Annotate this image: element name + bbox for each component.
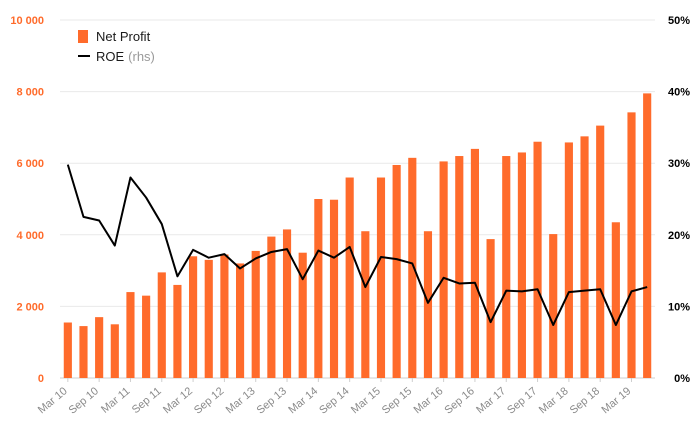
x-tick-label: Mar 18 (537, 385, 571, 416)
x-tick-label: Sep 16 (442, 385, 476, 417)
x-tick-label: Mar 15 (349, 385, 383, 416)
net-profit-bar (564, 142, 573, 378)
x-tick-label: Sep 13 (255, 385, 289, 417)
y-left-tick-label: 2 000 (16, 301, 44, 313)
x-tick-label: Mar 11 (99, 385, 132, 416)
legend-item-roe: ROE (rhs) (78, 46, 155, 66)
y-left-tick-label: 10 000 (10, 15, 44, 27)
x-tick-label: Mar 12 (161, 385, 195, 416)
net-profit-bar (126, 292, 135, 378)
net-profit-bar (596, 125, 605, 378)
net-profit-bar (314, 199, 323, 378)
net-profit-bars (63, 93, 652, 379)
legend-swatch-net-profit (78, 29, 88, 43)
net-profit-bar (157, 272, 166, 378)
x-tick-label: Mar 19 (599, 385, 633, 416)
net-profit-bar (142, 295, 151, 378)
y-axis-left: 0 2 000 4 000 6 000 8 000 10 000 (10, 15, 44, 385)
net-profit-bar (502, 156, 511, 378)
legend-item-net-profit: Net Profit (78, 26, 155, 46)
legend: Net Profit ROE (rhs) (78, 26, 155, 66)
net-profit-bar (423, 231, 433, 378)
net-profit-bar (627, 112, 636, 379)
legend-unit-roe: (rhs) (128, 48, 155, 64)
net-profit-bar (549, 234, 558, 378)
net-profit-bar (282, 229, 292, 378)
net-profit-bar (79, 326, 88, 378)
y-right-tick-label: 30% (668, 158, 690, 170)
legend-swatch-roe (78, 55, 90, 57)
x-tick-label: Sep 15 (380, 385, 414, 417)
y-right-tick-label: 50% (668, 15, 690, 27)
legend-label-roe: ROE (96, 48, 125, 64)
x-tick-label: Sep 10 (67, 385, 101, 417)
net-profit-bar (580, 136, 589, 378)
net-profit-bar (189, 256, 198, 378)
net-profit-bar (267, 236, 276, 378)
y-right-tick-label: 0% (674, 373, 690, 385)
net-profit-bar (392, 164, 401, 378)
net-profit-bar (517, 152, 526, 378)
x-tick-label: Mar 13 (224, 385, 258, 416)
x-tick-label: Mar 10 (36, 385, 70, 416)
net-profit-bar (204, 259, 213, 378)
net-profit-bar (329, 199, 339, 378)
x-tick-label: Sep 11 (130, 385, 164, 416)
legend-label-net-profit: Net Profit (96, 28, 151, 44)
x-tick-label: Mar 17 (474, 385, 508, 416)
net-profit-bar (455, 156, 464, 378)
net-profit-bar (376, 177, 386, 378)
net-profit-bar (439, 161, 448, 378)
x-tick-label: Sep 18 (568, 385, 602, 417)
y-left-tick-label: 8 000 (16, 87, 44, 99)
y-right-tick-label: 40% (668, 87, 690, 99)
net-profit-bar (251, 250, 260, 378)
net-profit-bar (95, 317, 104, 378)
y-left-tick-label: 6 000 (16, 158, 44, 170)
net-profit-bar (220, 254, 229, 378)
net-profit-bar (643, 93, 652, 378)
net-profit-bar (63, 322, 72, 378)
x-tick-label: Sep 17 (505, 385, 539, 417)
x-tick-label: Mar 16 (412, 385, 446, 416)
net-profit-bar (470, 148, 479, 378)
net-profit-bar (611, 222, 620, 378)
y-left-tick-label: 0 (38, 373, 44, 385)
net-profit-bar (110, 324, 119, 378)
net-profit-bar (298, 252, 307, 378)
x-tick-label: Mar 14 (286, 385, 320, 416)
roe-line (66, 164, 648, 327)
x-tick-label: Sep 12 (192, 385, 226, 417)
x-tick-label: Sep 14 (317, 385, 351, 417)
net-profit-bar (173, 284, 182, 378)
y-right-tick-label: 10% (668, 301, 690, 313)
y-left-tick-label: 4 000 (16, 230, 44, 242)
y-axis-right: 0% 10% 20% 30% 40% 50% (668, 15, 690, 385)
net-profit-bar (345, 177, 354, 378)
net-profit-bar (235, 263, 245, 378)
roe-series-line (66, 164, 648, 327)
net-profit-bar (361, 231, 370, 378)
y-right-tick-label: 20% (668, 230, 690, 242)
net-profit-bar (408, 157, 417, 378)
net-profit-bar (486, 239, 495, 378)
net-profit-bar (533, 141, 542, 378)
